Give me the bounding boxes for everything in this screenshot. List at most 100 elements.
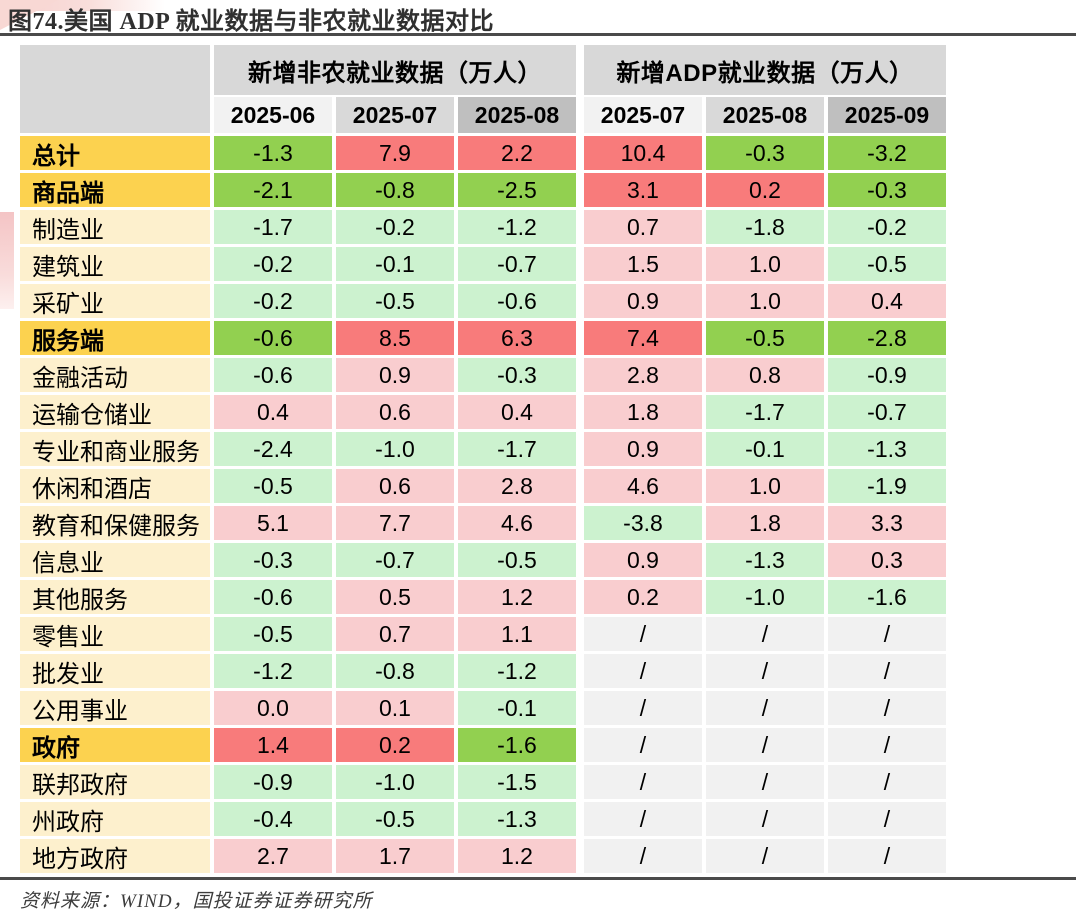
data-cell: -0.5	[706, 321, 824, 355]
data-cell: -0.8	[336, 654, 454, 688]
data-cell: 0.0	[214, 691, 332, 725]
data-cell: -1.3	[706, 543, 824, 577]
watermark-fragment-left	[0, 212, 14, 309]
data-cell: /	[706, 728, 824, 762]
table-row: 专业和商业服务 -2.4 -1.0 -1.7 0.9 -0.1 -1.3	[20, 432, 946, 466]
data-cell: -0.4	[214, 802, 332, 836]
data-cell: 1.5	[584, 247, 702, 281]
row-label: 服务端	[20, 321, 210, 355]
table-row: 零售业 -0.5 0.7 1.1// /	[20, 617, 946, 651]
data-cell: 0.9	[336, 358, 454, 392]
data-cell: 2.8	[458, 469, 576, 503]
comparison-table: 新增非农就业数据（万人） 新增ADP就业数据（万人） 2025-06 2025-0…	[20, 45, 946, 876]
data-cell: 7.7	[336, 506, 454, 540]
data-cell: /	[828, 691, 946, 725]
table-row: 政府 1.4 0.2 -1.6// /	[20, 728, 946, 762]
data-cell: -0.2	[214, 284, 332, 318]
data-cell: 1.0	[706, 469, 824, 503]
data-cell: /	[584, 765, 702, 799]
data-cell: -0.6	[214, 580, 332, 614]
row-label: 信息业	[20, 543, 210, 577]
data-cell: -1.3	[828, 432, 946, 466]
data-cell: -0.2	[336, 210, 454, 244]
data-cell: /	[828, 802, 946, 836]
row-label: 休闲和酒店	[20, 469, 210, 503]
data-cell: -1.2	[458, 654, 576, 688]
data-cell: -0.3	[706, 136, 824, 170]
data-cell: 3.3	[828, 506, 946, 540]
month-header-cell: 2025-09	[828, 97, 946, 133]
data-cell: -0.6	[458, 284, 576, 318]
data-cell: /	[584, 802, 702, 836]
data-cell: 1.1	[458, 617, 576, 651]
data-cell: -0.5	[214, 617, 332, 651]
data-cell: 3.1	[584, 173, 702, 207]
data-cell: /	[828, 839, 946, 873]
data-cell: -0.3	[458, 358, 576, 392]
month-header-cell: 2025-08	[458, 97, 576, 133]
data-cell: -1.3	[458, 802, 576, 836]
table-header: 新增非农就业数据（万人） 新增ADP就业数据（万人） 2025-06 2025-0…	[20, 45, 946, 133]
row-label: 教育和保健服务	[20, 506, 210, 540]
table-row: 地方政府 2.7 1.7 1.2// /	[20, 839, 946, 873]
row-label: 商品端	[20, 173, 210, 207]
month-header-cell: 2025-06	[214, 97, 332, 133]
data-cell: -2.1	[214, 173, 332, 207]
row-label: 总计	[20, 136, 210, 170]
data-cell: 0.6	[336, 469, 454, 503]
table-row: 金融活动 -0.6 0.9 -0.3 2.8 0.8 -0.9	[20, 358, 946, 392]
table-row: 建筑业 -0.2 -0.1 -0.7 1.5 1.0 -0.5	[20, 247, 946, 281]
table-row: 商品端 -2.1 -0.8 -2.5 3.1 0.2 -0.3	[20, 173, 946, 207]
table-row: 采矿业 -0.2 -0.5 -0.6 0.9 1.0 0.4	[20, 284, 946, 318]
data-cell: 0.7	[336, 617, 454, 651]
data-cell: -2.8	[828, 321, 946, 355]
row-label: 州政府	[20, 802, 210, 836]
data-cell: /	[828, 765, 946, 799]
data-cell: /	[828, 654, 946, 688]
data-cell: -0.5	[828, 247, 946, 281]
row-label: 公用事业	[20, 691, 210, 725]
table-row: 其他服务 -0.6 0.5 1.2 0.2 -1.0 -1.6	[20, 580, 946, 614]
data-cell: 0.9	[584, 543, 702, 577]
data-cell: /	[828, 617, 946, 651]
data-cell: -2.4	[214, 432, 332, 466]
data-cell: 0.4	[214, 395, 332, 429]
data-cell: 1.4	[214, 728, 332, 762]
data-cell: -3.2	[828, 136, 946, 170]
data-cell: 0.3	[828, 543, 946, 577]
table-row: 教育和保健服务 5.1 7.7 4.6 -3.8 1.8 3.3	[20, 506, 946, 540]
data-cell: 0.5	[336, 580, 454, 614]
data-cell: 5.1	[214, 506, 332, 540]
table-row: 制造业 -1.7 -0.2 -1.2 0.7 -1.8 -0.2	[20, 210, 946, 244]
row-label: 建筑业	[20, 247, 210, 281]
data-cell: -0.7	[336, 543, 454, 577]
data-cell: -1.7	[458, 432, 576, 466]
table-body: 总计 -1.3 7.9 2.2 10.4 -0.3 -3.2 商品端 -2.1 -0.8 -2.5 3…	[20, 136, 946, 873]
row-label: 其他服务	[20, 580, 210, 614]
data-cell: 8.5	[336, 321, 454, 355]
row-label: 专业和商业服务	[20, 432, 210, 466]
table-row: 联邦政府 -0.9 -1.0 -1.5// /	[20, 765, 946, 799]
row-label: 零售业	[20, 617, 210, 651]
data-cell: /	[584, 691, 702, 725]
table-row: 批发业 -1.2 -0.8 -1.2// /	[20, 654, 946, 688]
data-cell: -1.9	[828, 469, 946, 503]
table-row: 服务端 -0.6 8.5 6.3 7.4 -0.5 -2.8	[20, 321, 946, 355]
data-cell: 10.4	[584, 136, 702, 170]
data-cell: /	[584, 654, 702, 688]
data-cell: -1.3	[214, 136, 332, 170]
watermark-fragment-top	[0, 0, 165, 11]
data-cell: 0.9	[584, 284, 702, 318]
row-label: 地方政府	[20, 839, 210, 873]
data-cell: /	[706, 765, 824, 799]
data-cell: 0.1	[336, 691, 454, 725]
table-row: 公用事业 0.0 0.1 -0.1// /	[20, 691, 946, 725]
data-cell: -1.0	[336, 765, 454, 799]
data-cell: -0.6	[214, 358, 332, 392]
data-cell: 7.4	[584, 321, 702, 355]
group-header-adp: 新增ADP就业数据（万人）	[584, 45, 946, 95]
data-cell: 0.2	[706, 173, 824, 207]
data-cell: -1.2	[458, 210, 576, 244]
data-cell: 2.2	[458, 136, 576, 170]
data-cell: -0.3	[214, 543, 332, 577]
